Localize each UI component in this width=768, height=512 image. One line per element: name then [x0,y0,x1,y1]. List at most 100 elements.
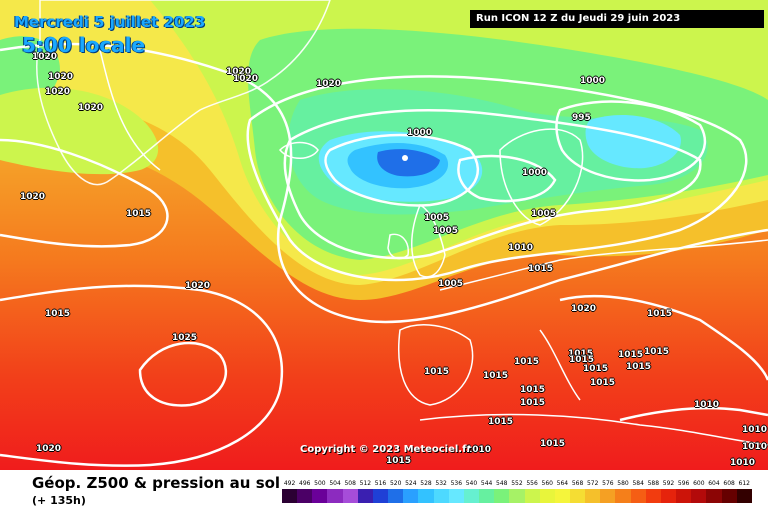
model-run-label: Run ICON 12 Z du Jeudi 29 juin 2023 [470,10,764,28]
color-scale-swatch [539,489,555,503]
color-scale-swatch [706,489,722,503]
color-scale-swatch [691,489,707,503]
isobar-1025 [138,341,228,407]
color-scale-ticks: 492 496 500 504 508 512 516 520 524 528 532 536 540 5… [282,480,752,487]
isobar-1015-balkans [559,294,768,381]
pressure-label: 1015 [568,349,594,359]
color-scale-swatch [388,489,404,503]
isobar-1000-norway [457,154,557,203]
geopotential-field [0,0,768,470]
pressure-label: 1015 [626,362,652,372]
pressure-label: 1020 [20,192,46,202]
color-scale-swatch [494,489,510,503]
color-scale-swatch [282,489,298,503]
pressure-label: 1000 [407,128,433,138]
pressure-label: 1020 [48,72,74,82]
color-scale-swatch [342,489,358,503]
color-scale-tick: 540 [465,480,478,487]
low-center-iceland [402,155,408,161]
pressure-label: 1015 [520,385,546,395]
color-scale-tick: 516 [374,480,387,487]
pressure-label: 1015 [126,209,152,219]
color-scale-tick: 580 [617,480,629,487]
weather-map: Mercredi 5 juillet 2023 5:00 locale Run … [0,0,768,470]
color-scale-tick: 600 [693,480,705,487]
color-scale-swatch [463,489,480,503]
color-scale-swatch [479,489,495,503]
pressure-label: 1025 [172,333,198,343]
legend-bar: Géop. Z500 & pression au sol (+ 135h) 49… [0,470,768,512]
isobar-1020 [0,42,768,324]
color-scale-swatch [418,489,434,503]
color-scale-tick: 584 [632,480,644,487]
color-scale-swatch [403,489,419,503]
iberia [398,324,474,406]
italy [539,329,581,401]
color-scale-tick: 492 [283,480,296,487]
color-scale-swatch [676,489,692,503]
color-scale-tick: 588 [647,480,660,487]
pressure-label: 1015 [386,456,412,466]
color-scale-swatch [600,489,616,503]
pressure-label: 1015 [483,371,509,381]
color-scale-tick: 608 [723,480,735,487]
color-scale-swatch [433,489,449,503]
color-scale-swatch [524,489,540,503]
color-scale-tick: 512 [359,480,372,487]
color-scale-tick: 576 [602,480,614,487]
color-scale-tick: 536 [450,480,463,487]
color-scale-swatch [736,489,752,503]
pressure-label: 1015 [540,439,566,449]
color-scale-tick: 524 [405,480,417,487]
pressure-label: 1005 [531,209,557,219]
color-scale-tick: 604 [708,480,720,487]
forecast-lead-time: (+ 135h) [32,494,86,507]
north-africa-coast [419,413,768,446]
color-scale-tick: 508 [344,480,356,487]
color-scale-swatch [630,489,646,503]
pressure-label: 1020 [233,74,259,84]
color-scale-swatch [615,489,631,503]
pressure-label: 1015 [569,355,595,365]
low-centers [402,155,408,161]
color-scale-tick: 596 [677,480,690,487]
pressure-label: 1015 [424,367,450,377]
pressure-label: 1020 [78,103,104,113]
color-scale-swatch [569,489,586,503]
color-scale-tick: 544 [480,480,493,487]
map-title: Géop. Z500 & pression au sol [32,474,281,492]
color-scale-swatch [448,489,464,503]
pressure-label: 1010 [508,243,534,253]
color-scale-tick: 528 [420,480,432,487]
great-britain [411,203,446,278]
pressure-label: 1020 [45,87,71,97]
color-scale-tick: 560 [541,480,553,487]
pressure-label: 1015 [520,398,546,408]
color-scale-swatch [372,489,389,503]
pressure-label: 1015 [583,364,609,374]
pressure-label: 1005 [424,213,450,223]
color-scale-tick: 572 [586,480,599,487]
color-scale-tick: 552 [511,480,523,487]
isobar-1015 [246,75,748,282]
pressure-label: 1015 [488,417,514,427]
pressure-label: 1015 [647,309,673,319]
color-scale-swatch [297,489,313,503]
isobar-1020-atlantic [0,284,284,467]
ireland [387,233,409,260]
pressure-label: 1000 [522,168,548,178]
color-scale-tick: 520 [389,480,402,487]
greenland-outline [36,0,331,186]
color-scale-swatch [357,489,373,503]
band-560-west [0,87,159,175]
pressure-label: 1005 [438,279,464,289]
isobar-1000-scandinavia [555,100,707,182]
color-scale-tick: 548 [496,480,508,487]
color-scale-tick: 556 [526,480,538,487]
color-scale-tick: 612 [738,480,750,487]
pressure-label: 1015 [528,264,554,274]
color-scale-tick: 568 [571,480,584,487]
forecast-time: 5:00 locale [22,33,146,57]
pressure-label: 1015 [644,347,670,357]
pressure-label: 995 [572,113,591,123]
